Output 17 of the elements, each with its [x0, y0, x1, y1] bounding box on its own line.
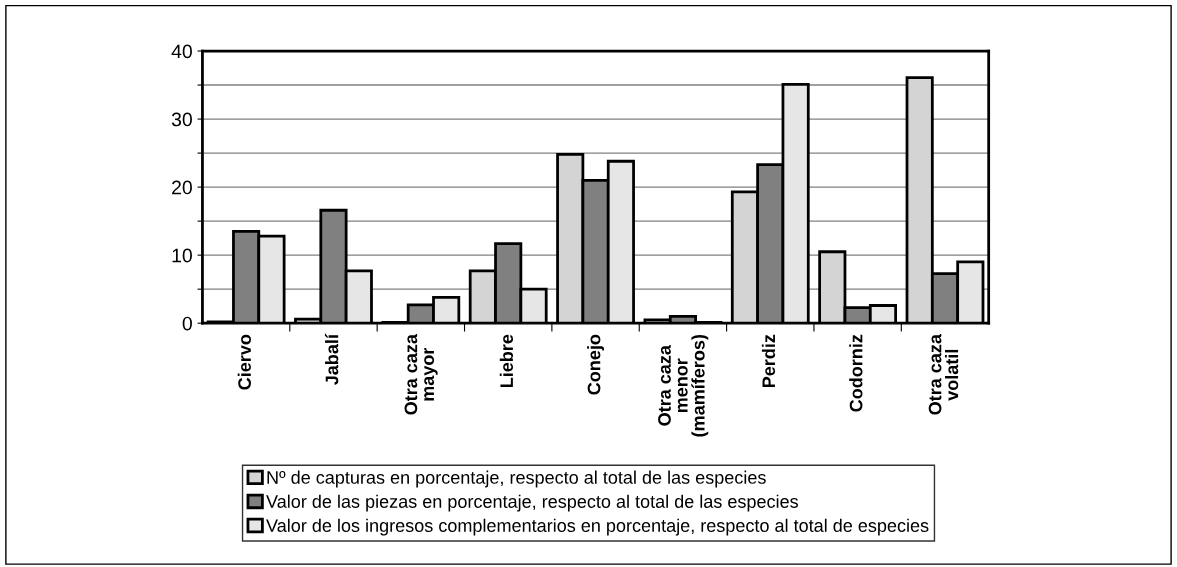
y-tick-label: 30: [171, 112, 192, 127]
legend-label: Nº de capturas en porcentaje, respecto al total de las especies: [267, 470, 766, 488]
x-tick-label: Jabalí: [324, 333, 339, 385]
x-tick-label: Ciervo: [237, 334, 251, 390]
legend-label: Valor de los ingresos complementarios en porcentaje, respecto al total de especies: [266, 518, 929, 536]
x-tick-label: Otra caza mayor: [404, 333, 438, 415]
x-tick-label: Liebre: [499, 334, 514, 388]
x-tick-label: Conejo: [587, 334, 604, 395]
x-tick-label: Codorniz: [849, 334, 863, 412]
x-tick-label: Perdiz: [761, 334, 776, 388]
y-tick-label: 40: [171, 44, 192, 59]
y-tick-label: 10: [172, 248, 192, 263]
x-tick-label: Otra caza menor (mamíferos): [658, 334, 709, 437]
y-tick-label: 20: [172, 180, 192, 195]
y-tick-label: 0: [182, 316, 192, 331]
x-tick-label: Otra caza volatil: [928, 333, 959, 415]
legend-label: Valor de las piezas en porcentaje, respecto al total de las especies: [266, 494, 798, 512]
